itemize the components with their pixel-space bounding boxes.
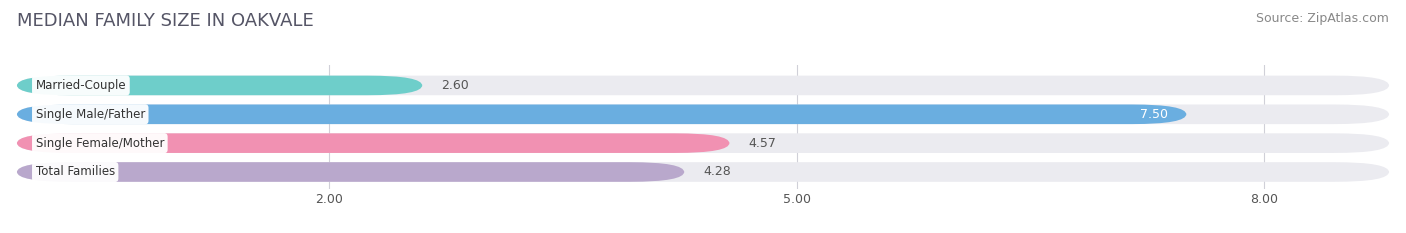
Text: Source: ZipAtlas.com: Source: ZipAtlas.com	[1256, 12, 1389, 25]
Text: Single Male/Father: Single Male/Father	[35, 108, 145, 121]
Text: Married-Couple: Married-Couple	[35, 79, 127, 92]
FancyBboxPatch shape	[17, 104, 1187, 124]
Text: MEDIAN FAMILY SIZE IN OAKVALE: MEDIAN FAMILY SIZE IN OAKVALE	[17, 12, 314, 30]
Text: 4.28: 4.28	[703, 165, 731, 178]
FancyBboxPatch shape	[17, 133, 730, 153]
Text: 7.50: 7.50	[1140, 108, 1168, 121]
Text: 4.57: 4.57	[748, 137, 776, 150]
FancyBboxPatch shape	[17, 133, 1389, 153]
FancyBboxPatch shape	[17, 76, 1389, 95]
Text: 2.60: 2.60	[441, 79, 468, 92]
FancyBboxPatch shape	[17, 162, 685, 182]
FancyBboxPatch shape	[17, 76, 422, 95]
Text: Single Female/Mother: Single Female/Mother	[35, 137, 165, 150]
FancyBboxPatch shape	[17, 104, 1389, 124]
FancyBboxPatch shape	[17, 162, 1389, 182]
Text: Total Families: Total Families	[35, 165, 115, 178]
